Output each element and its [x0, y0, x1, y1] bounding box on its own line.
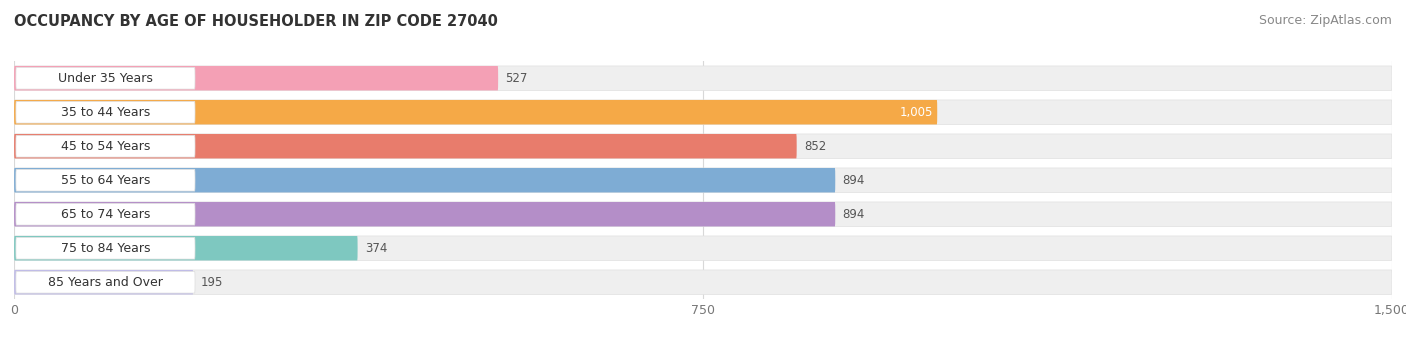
Text: 35 to 44 Years: 35 to 44 Years	[60, 106, 150, 119]
FancyBboxPatch shape	[14, 134, 797, 158]
Text: 45 to 54 Years: 45 to 54 Years	[60, 140, 150, 153]
Text: 55 to 64 Years: 55 to 64 Years	[60, 174, 150, 187]
FancyBboxPatch shape	[15, 135, 195, 157]
FancyBboxPatch shape	[14, 66, 498, 90]
Text: OCCUPANCY BY AGE OF HOUSEHOLDER IN ZIP CODE 27040: OCCUPANCY BY AGE OF HOUSEHOLDER IN ZIP C…	[14, 14, 498, 29]
FancyBboxPatch shape	[15, 203, 195, 225]
FancyBboxPatch shape	[15, 67, 195, 89]
Text: 1,005: 1,005	[900, 106, 932, 119]
FancyBboxPatch shape	[14, 100, 1392, 124]
FancyBboxPatch shape	[14, 134, 1392, 158]
FancyBboxPatch shape	[14, 236, 357, 260]
FancyBboxPatch shape	[14, 202, 835, 226]
FancyBboxPatch shape	[14, 270, 1392, 294]
Text: 894: 894	[842, 208, 865, 221]
FancyBboxPatch shape	[14, 202, 1392, 226]
FancyBboxPatch shape	[15, 169, 195, 191]
Text: 374: 374	[366, 242, 387, 255]
FancyBboxPatch shape	[15, 101, 195, 123]
FancyBboxPatch shape	[15, 237, 195, 259]
Text: 894: 894	[842, 174, 865, 187]
Text: 195: 195	[201, 276, 224, 289]
FancyBboxPatch shape	[14, 168, 835, 192]
FancyBboxPatch shape	[14, 168, 1392, 192]
Text: 852: 852	[804, 140, 827, 153]
FancyBboxPatch shape	[14, 100, 938, 124]
Text: 85 Years and Over: 85 Years and Over	[48, 276, 163, 289]
Text: 65 to 74 Years: 65 to 74 Years	[60, 208, 150, 221]
FancyBboxPatch shape	[14, 66, 1392, 90]
Text: 75 to 84 Years: 75 to 84 Years	[60, 242, 150, 255]
Text: Source: ZipAtlas.com: Source: ZipAtlas.com	[1258, 14, 1392, 27]
Text: Under 35 Years: Under 35 Years	[58, 72, 153, 85]
Text: 527: 527	[506, 72, 527, 85]
FancyBboxPatch shape	[14, 270, 193, 294]
FancyBboxPatch shape	[14, 236, 1392, 260]
FancyBboxPatch shape	[15, 271, 195, 293]
